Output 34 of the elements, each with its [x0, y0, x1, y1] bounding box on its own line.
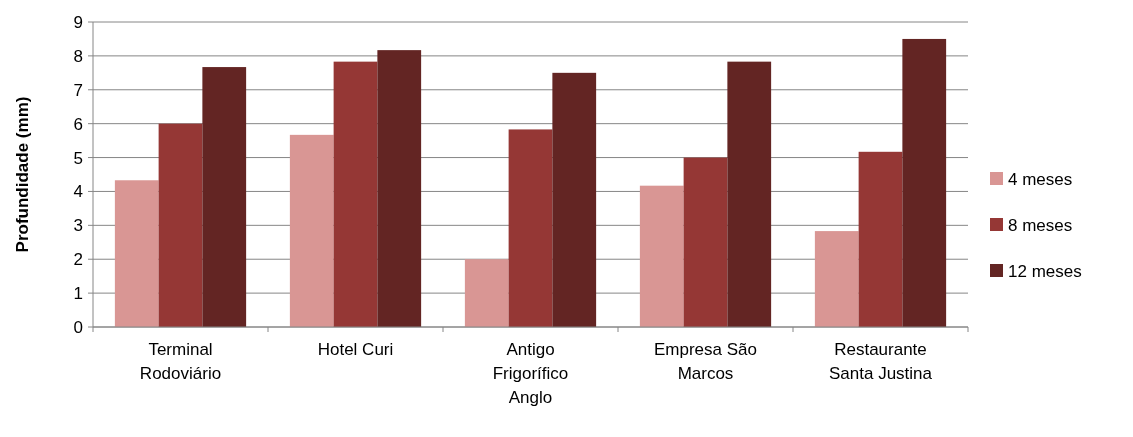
- bar: [902, 38, 947, 327]
- bar: [333, 61, 378, 327]
- y-tick-label: 2: [73, 250, 83, 270]
- y-tick-label: 7: [73, 80, 83, 100]
- x-tick-label: Hotel Curi: [317, 340, 394, 359]
- x-tick-label: Terminal Rodoviário: [139, 340, 222, 383]
- y-tick-label: 5: [73, 148, 83, 168]
- bar: [639, 185, 684, 327]
- bar: [727, 61, 772, 327]
- x-tick-label: Empresa São Marcos: [654, 340, 757, 383]
- bar: [683, 157, 728, 327]
- bar: [508, 129, 553, 327]
- y-tick-label: 9: [73, 12, 83, 32]
- x-tick-label: Antigo Frigorífico Anglo: [492, 340, 569, 407]
- y-axis-title: Profundidade (mm): [13, 96, 32, 253]
- x-tick-label: Restaurante Santa Justina: [828, 340, 933, 383]
- y-tick-label: 1: [73, 284, 83, 304]
- bar: [377, 50, 422, 327]
- bar: [552, 72, 597, 327]
- bar: [814, 231, 859, 327]
- bar: [202, 67, 247, 327]
- y-tick-label: 3: [73, 216, 83, 236]
- y-tick-label: 6: [73, 114, 83, 134]
- y-tick-label: 8: [73, 46, 83, 66]
- legend-label: 8 meses: [1008, 215, 1073, 235]
- y-tick-label: 4: [73, 182, 83, 202]
- y-tick-label: 0: [73, 317, 83, 337]
- bar: [114, 180, 159, 327]
- legend-label: 4 meses: [1008, 169, 1073, 189]
- bar: [858, 151, 903, 327]
- bar: [464, 259, 509, 327]
- bar: [158, 123, 203, 327]
- bar: [289, 134, 334, 327]
- legend-label: 12 meses: [1008, 261, 1082, 281]
